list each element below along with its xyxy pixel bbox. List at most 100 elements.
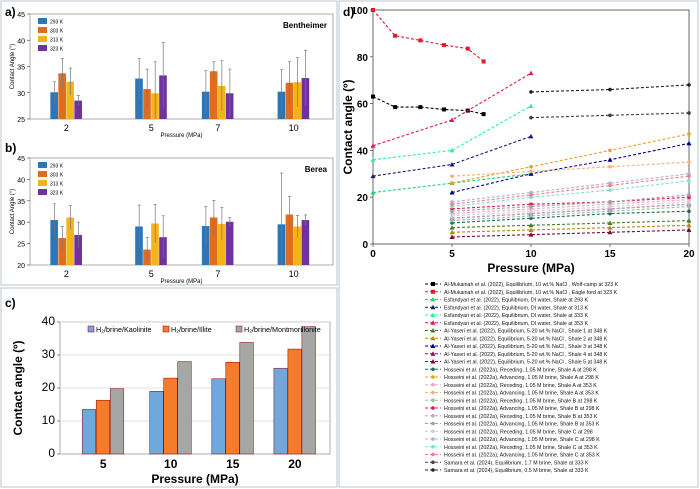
bar-h-brine-montmorillonite [109,388,125,455]
legend-label: Esfandyari et al. (2022), Equilibrium, D… [444,321,588,327]
data-point [418,38,423,43]
legend-label: Al-Yaseri et al. (2022), Equilibrium, 5-… [444,329,608,335]
y-tick-label: 30 [42,347,56,361]
bar-293-k [50,220,58,265]
data-point [418,105,423,110]
series-22 [450,174,691,207]
legend-swatch [38,18,47,24]
legend-label: Hosseini et al. (2022a), Receding, 1.05 … [444,429,593,435]
x-category-label: 2 [64,123,69,133]
legend-marker [431,437,435,441]
bar-313-k [293,226,302,265]
x-axis-label: Pressure (MPa) [487,261,574,275]
series-line [372,173,532,194]
series-18 [450,193,691,214]
legend-label: Hosseini et al. (2022a), Advancing, 1.05… [444,422,600,428]
data-point [371,94,375,99]
legend-marker [431,452,435,457]
panel-a-label: a) [5,5,16,19]
data-point [370,143,376,148]
data-point [442,107,447,112]
y-tick-label: 20 [17,263,25,270]
legend-label: Hosseini et al. (2022a), Receding, 1.05 … [444,445,598,451]
x-axis-label: Pressure (MPa) [151,472,238,486]
x-category-label: 5 [149,123,154,133]
legend-marker [431,282,435,286]
bar-h-brine-illite [163,377,178,455]
data-point [481,59,486,64]
legend-label: Esfandyari et al. (2022), Equilibrium, D… [444,313,588,319]
y-tick-label: 45 [17,156,25,163]
y-tick-label: 20 [357,193,369,204]
bar-h-brine-montmorillonite [177,361,192,455]
legend-label: H₂/brine/Montmorillonite [244,325,321,334]
legend-label: Al-Yaseri et al. (2022), Equilibrium, 5-… [444,360,608,366]
panel-c-label: c) [5,296,16,310]
legend-label: Hosseini et al. (2022a), Receding, 1.05 … [444,414,598,420]
legend-label: Hosseini et al. (2022a), Advancing, 1.05… [444,391,599,397]
legend-label: 293 K [50,20,64,26]
x-category-label: 10 [289,123,299,133]
data-point [686,140,692,146]
legend-label: 313 K [50,182,64,188]
legend-label: Al-Mukainah et al. (2022), Equilibrium, … [444,282,619,288]
data-point [687,160,691,164]
series-line [451,201,690,217]
data-point [608,87,612,92]
chart-title: Bentheimer [283,21,327,30]
bar-303-k [209,71,218,119]
legend-label: Al-Yaseri et al. (2022), Equilibrium, 5-… [444,352,608,358]
series-7 [449,222,692,235]
legend-marker [431,444,435,449]
legend-swatch [38,27,47,33]
series-10 [449,227,692,239]
x-tick-label: 5 [449,249,455,260]
legend-marker [431,468,435,472]
data-point [442,43,447,48]
legend-marker [430,312,436,317]
series-line [372,9,484,62]
data-point [607,157,613,162]
bar-h-brine-illite [287,348,302,455]
data-point [371,8,375,12]
legend-label: H₂/brine/Kaolinite [96,325,152,334]
panel-d-label: d) [343,5,354,19]
y-axis-label: Contact angle (º) [341,79,355,174]
bar-h-brine-illite [95,399,111,455]
legend-label: Samara et al. (2024), Equilibrium, 1.7 M… [444,460,589,466]
x-axis-label: Pressure (MPa) [160,279,202,285]
chart-d-shale-literature: 0 20 40 60 80 100 0 5 10 15 20 Pressure (MPa) Contac… [341,6,695,474]
bar-293-k [50,92,58,119]
data-point [528,227,534,232]
legend-label: Samara et al. (2024), Equilibrium, 0.5 M… [444,468,589,474]
series-line [451,206,690,222]
bar-323-k [225,221,234,265]
data-point [481,112,486,117]
series-line [451,203,690,219]
legend-label: Hosseini et al. (2022a), Advancing, 1.05… [444,375,599,381]
series-6 [449,218,692,230]
data-point [370,157,376,162]
x-category-label: 10 [164,457,178,471]
legend-swatch [38,36,47,42]
y-tick-label: 100 [351,6,368,17]
data-point [450,202,454,207]
series-line [530,112,690,119]
series-14 [450,160,691,178]
legend-marker [431,398,435,403]
legend-label: Esfandyari et al. (2022), Equilibrium, D… [444,298,588,304]
y-tick-label: 35 [17,65,25,72]
legend-marker [431,375,435,379]
series-8 [449,140,692,195]
bar-303-k [285,214,294,265]
x-tick-label: 15 [604,249,616,260]
data-point [529,169,533,174]
x-category-label: 20 [288,457,302,471]
legend-swatch [235,325,243,333]
y-tick-label: 40 [357,146,369,157]
legend-label: Al-Yaseri et al. (2022), Equilibrium, 5-… [444,344,608,350]
bar-313-k [217,223,226,265]
data-point [686,227,692,232]
legend-swatch [87,325,95,333]
